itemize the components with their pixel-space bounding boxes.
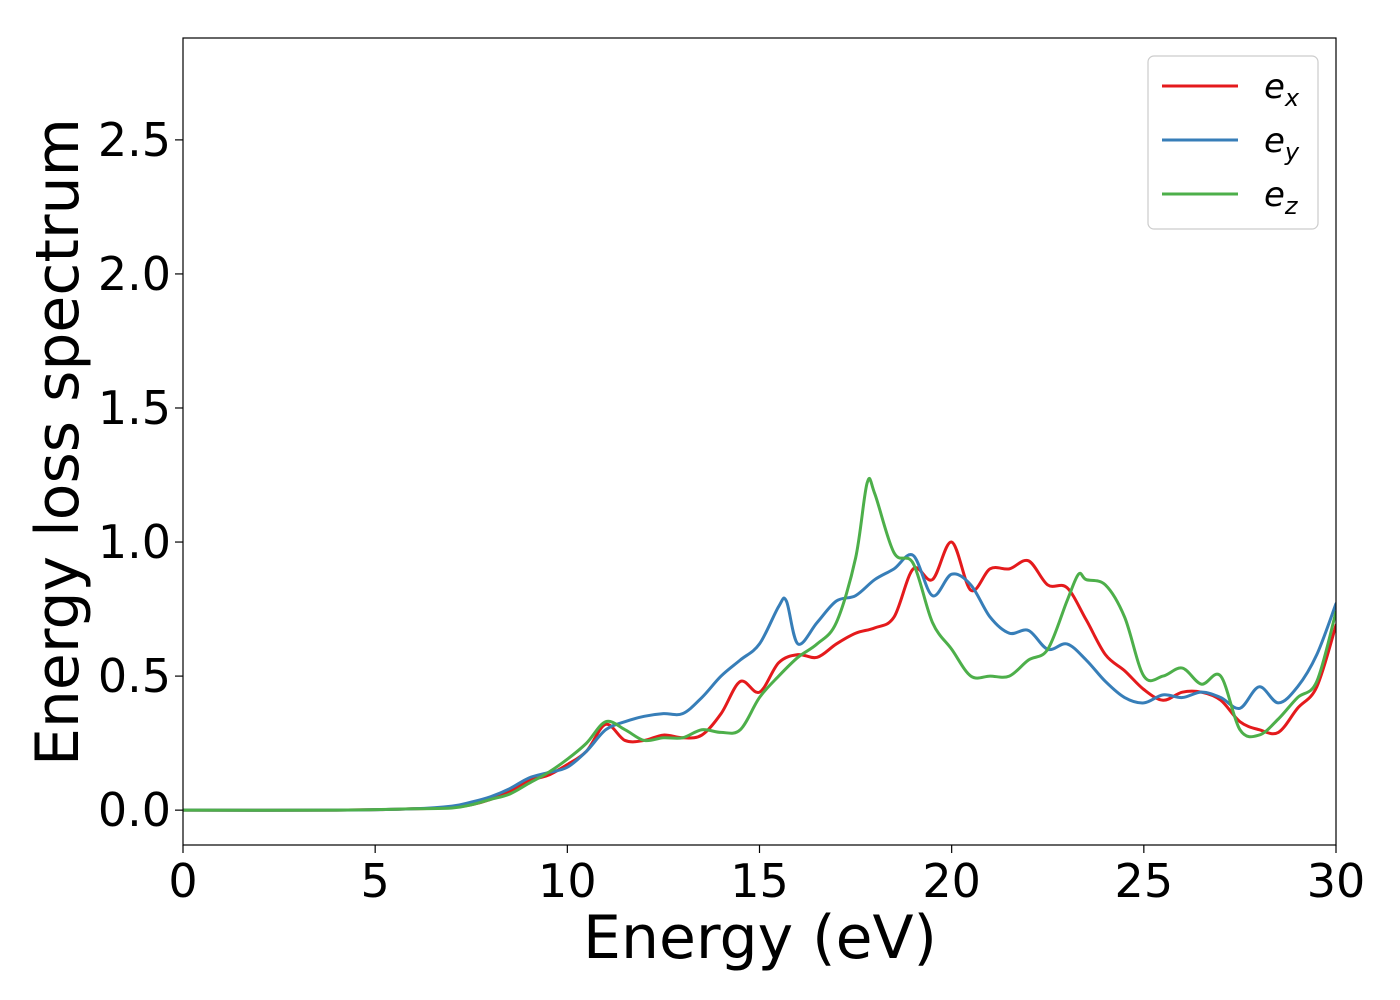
x-tick-label: 15 (730, 854, 789, 908)
series-line-y (183, 553, 1336, 812)
y-tick-label: 0.0 (98, 783, 171, 837)
x-tick-label: 5 (361, 854, 390, 908)
y-axis-label: Energy loss spectrum (23, 118, 93, 766)
x-tick-label: 25 (1115, 854, 1174, 908)
legend-label-z: ez (1264, 175, 1299, 220)
legend-label-y: ey (1264, 121, 1300, 166)
legend-box (1147, 55, 1319, 230)
x-tick-label: 20 (922, 854, 981, 908)
y-tick-label: 1.0 (98, 515, 171, 569)
y-tick-label: 0.5 (98, 649, 171, 703)
x-tick-label: 0 (168, 854, 197, 908)
x-axis-label: Energy (eV) (583, 903, 937, 973)
ticks: 0 5 10 15 20 25 30 0.0 0.5 1.0 1.5 2.0 2.5 (98, 113, 1365, 908)
legend: ex ey ez (1147, 55, 1319, 230)
y-tick-label: 1.5 (98, 381, 171, 435)
x-tick-label: 30 (1307, 854, 1366, 908)
series-line-z (183, 477, 1336, 812)
x-tick-label: 10 (538, 854, 597, 908)
series-lines (183, 477, 1336, 812)
y-tick-label: 2.0 (98, 247, 171, 301)
y-tick-label: 2.5 (98, 113, 171, 167)
legend-label-x: ex (1264, 67, 1300, 112)
